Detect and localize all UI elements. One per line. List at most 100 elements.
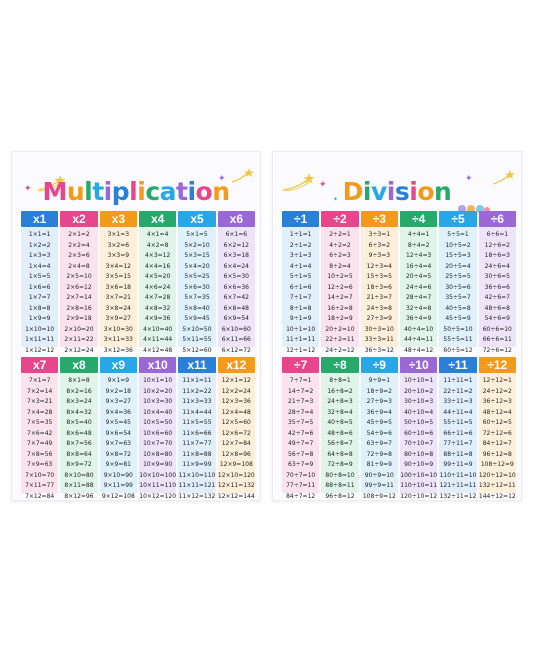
sparkle-icon: ✦ [218, 173, 226, 183]
division-facts-list: 6÷6=1 12÷6=2 18÷6=3 24÷6=4 30÷6=5 36÷6=6 42÷6=… [478, 227, 516, 354]
multiplication-fact: 12×11=132 [217, 482, 255, 489]
sparkle-icon: ✦ [333, 197, 339, 203]
multiplication-fact: 3×4=12 [105, 262, 131, 270]
division-fact: 27÷9=3 [366, 398, 392, 405]
multiplication-fact: 11×5=55 [182, 419, 212, 426]
division-column: ÷3 3÷3=1 6÷3=2 9÷3=3 12÷3=4 15÷3=5 18÷3=6 21÷3=… [360, 211, 398, 354]
multiplication-fact: 11×8=88 [182, 450, 212, 458]
page-title: Multiplication [12, 172, 260, 212]
multiplication-fact: 2×4=8 [68, 262, 90, 270]
division-fact: 84÷12=7 [482, 440, 512, 447]
division-fact: 45÷9=5 [366, 419, 392, 426]
multiplication-fact: 4×2=8 [146, 241, 169, 249]
division-fact: 33÷3=11 [364, 336, 394, 343]
multiplication-fact: 5×10=50 [182, 325, 212, 333]
title-letter: c [145, 177, 160, 206]
division-fact: 88÷8=11 [325, 482, 355, 489]
multiplication-column: x5 5×1=5 5×2=10 5×3=15 5×4=20 5×5=25 5×6=30 5×7… [178, 211, 216, 354]
division-fact: 35÷5=7 [445, 294, 471, 301]
division-fact: 54÷6=9 [484, 315, 510, 322]
division-fact: 2÷1=2 [289, 241, 312, 249]
division-fact: 12÷2=6 [327, 283, 353, 291]
division-fact: 80÷8=10 [325, 471, 355, 479]
division-fact: 20÷4=5 [405, 273, 432, 280]
shooting-star-icon [37, 175, 66, 192]
division-fact: 1÷1=1 [289, 231, 312, 238]
multiplication-fact: 6×4=24 [223, 262, 249, 270]
division-fact: 4÷1=4 [289, 262, 312, 270]
division-fact: 63÷9=7 [366, 440, 392, 447]
division-fact: 5÷1=5 [289, 273, 312, 280]
division-fact: 21÷3=7 [366, 294, 392, 301]
division-fact: 27÷3=9 [366, 315, 392, 322]
division-fact: 81÷9=9 [366, 461, 392, 468]
multiplication-column: x6 6×1=6 6×2=12 6×3=18 6×4=24 6×5=30 6×6=36 6×7… [217, 211, 255, 354]
multiplication-fact: 3×3=9 [107, 252, 130, 259]
division-fact: 33÷11=3 [443, 398, 473, 405]
division-fact: 12÷6=2 [484, 241, 510, 249]
division-fact: 5÷5=1 [447, 231, 469, 238]
division-fact: 8÷1=8 [289, 304, 312, 312]
multiplication-fact: 10×5=50 [143, 419, 173, 426]
division-fact: 132÷12=11 [478, 482, 516, 489]
multiplication-fact: 12×10=120 [217, 471, 255, 479]
multiplication-column: x7 7×1=7 7×2=14 7×3=21 7×4=28 7×5=35 7×6=42 7×7… [21, 357, 59, 500]
multiplication-fact: 1×8=8 [28, 304, 51, 312]
page-title: Division [273, 172, 521, 212]
multiplication-fact: 11×4=44 [182, 408, 212, 416]
multiplication-fact: 7×11=77 [25, 482, 55, 489]
division-fact: 36÷4=9 [405, 315, 432, 322]
division-fact: 36÷3=12 [364, 346, 394, 354]
multiplication-fact: 10×12=120 [139, 492, 177, 500]
multiplication-fact: 8×7=56 [66, 440, 92, 447]
division-fact: 48÷8=6 [327, 429, 353, 437]
title-letter: i [103, 177, 113, 206]
multiplication-column: x10 10×1=10 10×2=20 10×3=30 10×4=40 10×5=50 10… [138, 357, 177, 500]
division-fact: 45÷5=9 [445, 315, 471, 322]
division-fact: 55÷5=11 [443, 336, 473, 343]
multiplication-fact: 1×12=12 [25, 346, 55, 354]
division-fact: 66÷11=6 [443, 429, 473, 437]
division-fact: 40÷4=10 [404, 325, 434, 333]
division-fact: 60÷6=10 [482, 325, 512, 333]
multiplication-fact: 7×2=14 [27, 387, 53, 395]
multiplication-fact: 4×4=16 [144, 262, 171, 270]
multiplication-fact: 12×2=24 [221, 387, 251, 395]
multiplication-column: x11 11×1=11 11×2=22 11×3=33 11×4=44 11×5=55 11… [178, 357, 216, 500]
division-column: ÷10 10÷10=1 20÷10=2 30÷10=3 40÷10=4 50÷10=5 60… [399, 357, 438, 500]
multiplication-fact: 4×8=32 [144, 304, 171, 312]
division-column: ÷4 4÷4=1 8÷4=2 12÷4=3 16÷4=4 20÷4=5 24÷4=6 28÷4… [399, 211, 438, 354]
division-fact: 42÷7=6 [288, 429, 314, 437]
division-fact: 80÷10=8 [404, 450, 434, 458]
multiplication-column: x2 2×1=2 2×2=4 2×3=6 2×4=8 2×5=10 2×6=12 2×7=14… [60, 211, 98, 354]
division-fact: 132÷11=12 [439, 492, 477, 500]
division-fact: 9÷1=9 [289, 315, 312, 322]
multiplication-fact: 12×4=48 [221, 408, 251, 416]
multiplication-fact: 5×11=55 [182, 336, 212, 343]
division-fact: 90÷10=9 [404, 461, 434, 468]
multiplication-fact: 10×2=20 [143, 387, 173, 395]
division-column-header: ÷10 [399, 357, 438, 373]
multiplication-fact: 9×12=108 [101, 492, 135, 500]
division-fact: 110÷10=11 [400, 482, 438, 489]
multiplication-fact: 5×3=15 [184, 252, 210, 259]
multiplication-fact: 10×7=70 [143, 440, 173, 447]
multiplication-fact: 8×2=16 [66, 387, 92, 395]
division-fact: 21÷7=3 [288, 398, 314, 405]
multiplication-fact: 10×10=100 [139, 471, 177, 479]
division-fact: 50÷5=10 [443, 325, 473, 333]
multiplication-column-header: x4 [138, 211, 177, 227]
multiplication-fact: 4×3=12 [144, 252, 171, 259]
multiplication-fact: 4×1=4 [146, 231, 169, 238]
multiplication-facts-list: 2×1=2 2×2=4 2×3=6 2×4=8 2×5=10 2×6=12 2×7=14 2×… [60, 227, 98, 354]
multiplication-fact: 7×5=35 [27, 419, 53, 426]
title-letter: u [66, 177, 85, 206]
multiplication-facts-list: 12×1=12 12×2=24 12×3=36 12×4=48 12×5=60 12×6=… [217, 373, 255, 500]
division-fact: 10÷5=2 [445, 241, 471, 249]
division-fact: 64÷8=8 [327, 450, 353, 458]
multiplication-fact: 7×4=28 [27, 408, 53, 416]
division-poster: ✦ ✦ ✦ Division ÷1 1÷1=1 2÷1=2 3÷1=3 4÷1=4 5÷1… [272, 151, 522, 501]
multiplication-poster: ✦ ✦ Multiplication x1 1×1=1 1×2=2 1×3=3 1×4=… [11, 151, 261, 501]
title-letter: M [42, 177, 67, 206]
multiplication-fact: 9×11=99 [103, 482, 133, 489]
